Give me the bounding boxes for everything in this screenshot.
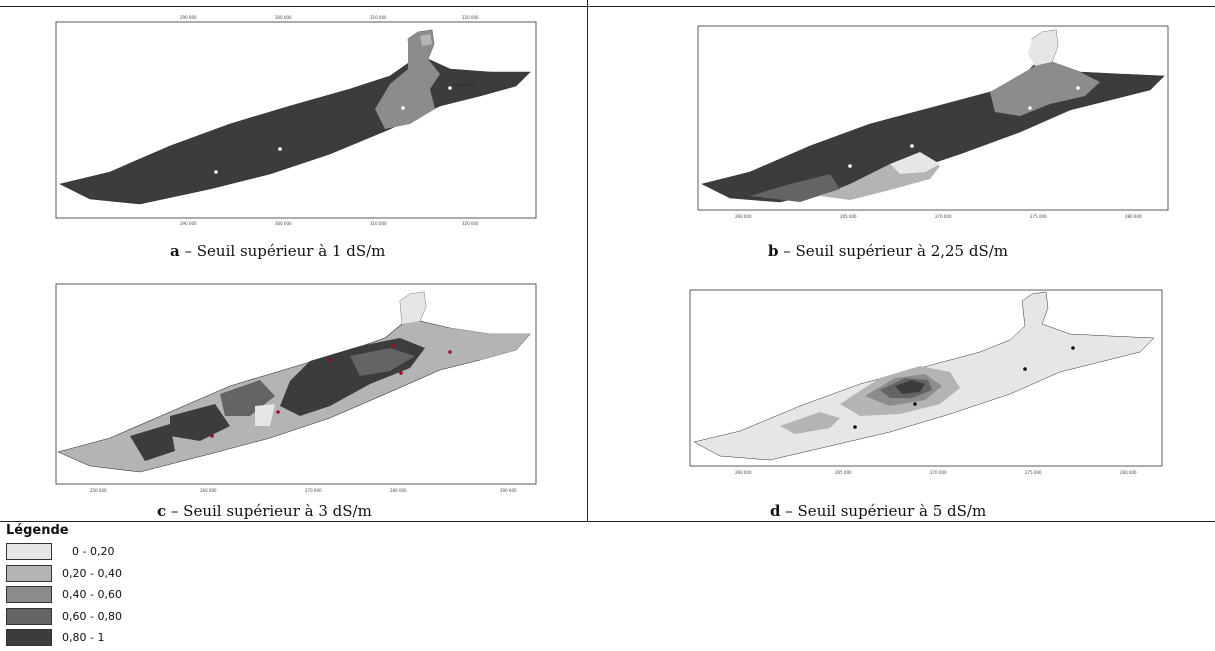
map-d: 260 000 265 000 270 000 275 000 280 000: [689, 289, 1163, 475]
caption-c: c – Seuil supérieur à 3 dS/m: [157, 502, 372, 520]
svg-text:290 000: 290 000: [500, 488, 517, 493]
legend-label: 0,80 - 1: [62, 631, 105, 645]
legend-label: 0 - 0,20: [72, 545, 115, 559]
svg-text:260 000: 260 000: [735, 214, 752, 219]
legend-item: 0,60 - 0,80: [6, 606, 122, 628]
svg-text:280 000: 280 000: [390, 488, 407, 493]
svg-text:270 000: 270 000: [935, 214, 952, 219]
svg-text:310 000: 310 000: [370, 15, 387, 20]
map-panel-d: 260 000 265 000 270 000 275 000 280 000: [680, 286, 1180, 486]
svg-text:260 000: 260 000: [735, 470, 752, 475]
map-panel-b: 260 000 265 000 270 000 275 000 280 000: [690, 24, 1180, 224]
svg-text:260 000: 260 000: [200, 488, 217, 493]
bottom-rule: [0, 521, 1215, 522]
svg-text:300 000: 300 000: [275, 221, 292, 226]
legend-item: 0,40 - 0,60: [6, 584, 122, 606]
bottom-ticks-a: 290 000 300 000 310 000 320 000: [180, 221, 479, 226]
svg-text:265 000: 265 000: [840, 214, 857, 219]
legend-label: 0,60 - 0,80: [62, 609, 122, 623]
top-ticks-a: 290 000 300 000 310 000 320 000: [180, 15, 479, 20]
top-rule: [0, 6, 1215, 7]
legend-item: 0 - 0,20: [6, 541, 122, 563]
legend-swatch: [6, 607, 52, 625]
svg-text:290 000: 290 000: [180, 15, 197, 20]
svg-text:300 000: 300 000: [275, 15, 292, 20]
svg-text:270 000: 270 000: [930, 470, 947, 475]
caption-b: b – Seuil supérieur à 2,25 dS/m: [768, 242, 1009, 260]
map-panel-a: 290 000 300 000 310 000 320 000 Ouled Taima…: [30, 14, 560, 226]
map-a: 290 000 300 000 310 000 320 000 Ouled Taima…: [55, 15, 537, 226]
figure-frame: [0, 0, 1215, 522]
svg-text:290 000: 290 000: [180, 221, 197, 226]
legend-swatch: [6, 543, 52, 561]
caption-d: d – Seuil supérieur à 5 dS/m: [770, 502, 987, 520]
svg-text:270 000: 270 000: [305, 488, 322, 493]
map-panel-c: 250 000 260 000 270 000 280 000 290 000: [30, 276, 560, 496]
legend-swatch: [6, 564, 52, 582]
bottom-ticks-d: 260 000 265 000 270 000 275 000 280 000: [735, 470, 1137, 475]
svg-text:320 000: 320 000: [462, 15, 479, 20]
svg-text:275 000: 275 000: [1025, 470, 1042, 475]
legend: Légende 0 - 0,20 0,20 - 0,40 0,40 - 0,60…: [6, 523, 122, 649]
legend-title: Légende: [6, 523, 69, 538]
svg-text:310 000: 310 000: [370, 221, 387, 226]
svg-text:280 000: 280 000: [1120, 470, 1137, 475]
svg-text:320 000: 320 000: [462, 221, 479, 226]
svg-text:280 000: 280 000: [1125, 214, 1142, 219]
center-divider: [587, 0, 588, 521]
legend-item: 0,80 - 1: [6, 627, 122, 649]
svg-text:275 000: 275 000: [1030, 214, 1047, 219]
legend-item: 0,20 - 0,40: [6, 563, 122, 585]
legend-label: 0,20 - 0,40: [62, 566, 122, 580]
legend-swatch: [6, 629, 52, 647]
bottom-ticks-b: 260 000 265 000 270 000 275 000 280 000: [735, 214, 1142, 219]
svg-text:Ouled Taima: Ouled Taima: [454, 83, 476, 87]
bottom-ticks-c: 250 000 260 000 270 000 280 000 290 000: [90, 488, 517, 493]
caption-a: a – Seuil supérieur à 1 dS/m: [170, 242, 386, 260]
legend-label: 0,40 - 0,60: [62, 588, 122, 602]
svg-text:250 000: 250 000: [90, 488, 107, 493]
svg-text:265 000: 265 000: [835, 470, 852, 475]
map-c: 250 000 260 000 270 000 280 000 290 000: [55, 283, 537, 493]
legend-swatch: [6, 586, 52, 604]
map-b: 260 000 265 000 270 000 275 000 280 000: [697, 25, 1169, 219]
